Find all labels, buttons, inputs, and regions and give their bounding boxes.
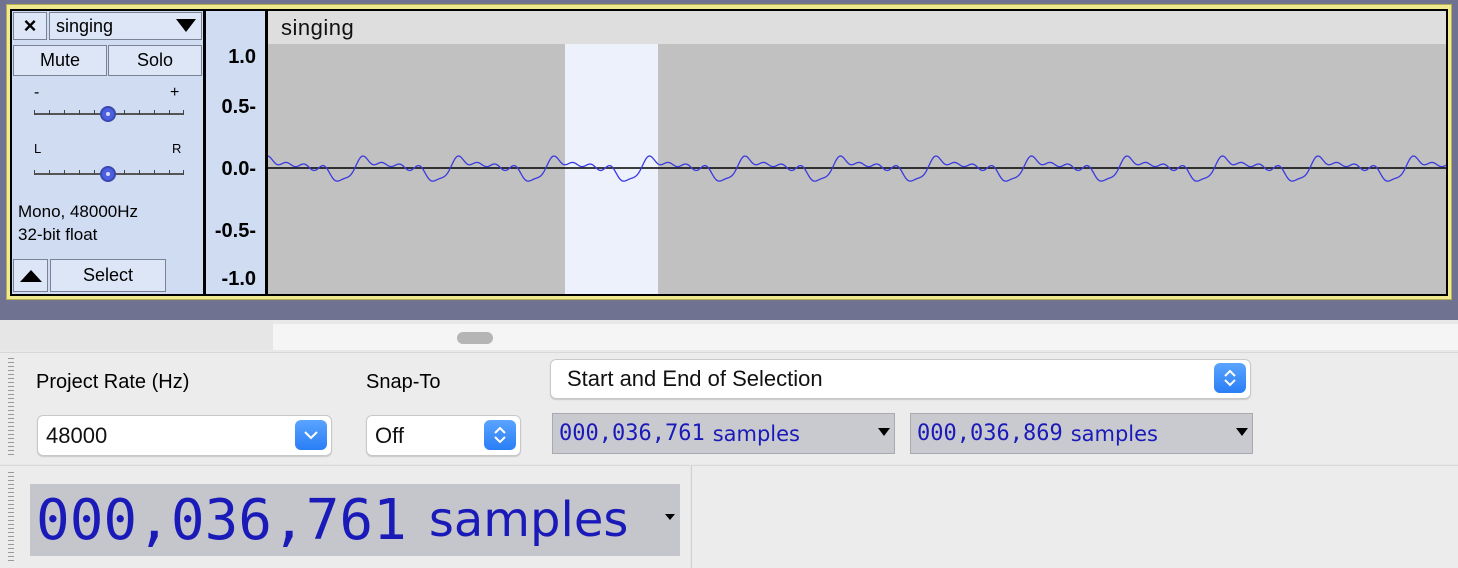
track-name: singing	[56, 15, 114, 36]
triangle-down-icon	[665, 514, 675, 520]
track-sample-format: 32-bit float	[18, 225, 98, 244]
selection-mode-select[interactable]: Start and End of Selection	[550, 359, 1251, 399]
track-format-info: Mono, 48000Hz	[18, 202, 139, 221]
vruler-label-half: 0.5-	[221, 96, 256, 118]
close-icon: ×	[23, 13, 37, 38]
horizontal-scrollbar[interactable]	[273, 324, 1458, 350]
audio-position-unit: samples	[428, 492, 629, 548]
toolbar-grip[interactable]	[8, 472, 14, 562]
vruler-label-top: 1.0	[228, 46, 256, 68]
selection-start-time[interactable]: 000,036,761 samples	[552, 413, 895, 454]
waveform-area[interactable]	[268, 44, 1446, 294]
track-area-gutter	[0, 320, 273, 350]
snap-to-value: Off	[375, 422, 404, 448]
toolbar-grip[interactable]	[8, 358, 14, 458]
horizontal-scrollbar-thumb[interactable]	[457, 332, 493, 344]
clip-title-bar[interactable]	[268, 11, 1446, 44]
vruler-label-bottom: -1.0	[221, 268, 256, 290]
snap-to-label: Snap-To	[366, 371, 441, 393]
selection-start-unit: samples	[712, 421, 800, 446]
pan-left-label: L	[34, 141, 42, 156]
waveform	[268, 155, 1446, 182]
selection-end-digits: 000,036,869	[917, 421, 1063, 446]
triangle-down-icon[interactable]	[1236, 428, 1248, 436]
chevron-down-icon	[295, 420, 327, 450]
pan-slider-thumb[interactable]	[100, 166, 116, 182]
audio-position-digits: 000,036,761	[36, 487, 407, 553]
gain-minus-label: -	[34, 84, 40, 101]
selection-end-unit: samples	[1070, 421, 1158, 446]
project-rate-value: 48000	[46, 422, 108, 448]
pan-right-label: R	[172, 141, 182, 156]
selection-end-time[interactable]: 000,036,869 samples	[910, 413, 1253, 454]
project-rate-select[interactable]: 48000	[37, 415, 332, 456]
project-rate-label: Project Rate (Hz)	[36, 371, 190, 393]
vruler-label-neg-half: -0.5-	[214, 220, 256, 242]
up-down-chevron-icon	[484, 420, 516, 450]
vruler-label-zero: 0.0-	[221, 158, 256, 180]
triangle-down-icon	[176, 19, 196, 32]
selection-region[interactable]	[565, 44, 658, 294]
audio-position-display[interactable]: 000,036,761 samples	[30, 484, 680, 556]
clip-title: singing	[281, 15, 355, 40]
snap-to-select[interactable]: Off	[366, 415, 521, 456]
selection-mode-value: Start and End of Selection	[567, 366, 823, 391]
track-close-button[interactable]: ×	[13, 12, 47, 40]
up-down-chevron-icon	[1214, 363, 1246, 393]
select-track-button[interactable]: Select	[50, 259, 166, 292]
solo-button[interactable]: Solo	[108, 45, 202, 76]
vertical-ruler	[204, 11, 266, 294]
selection-start-digits: 000,036,761	[559, 421, 705, 446]
triangle-up-icon	[19, 269, 42, 282]
triangle-down-icon[interactable]	[878, 428, 890, 436]
gain-slider-thumb[interactable]	[100, 106, 116, 122]
mute-button[interactable]: Mute	[13, 45, 107, 76]
empty-toolbar-area	[691, 465, 1458, 568]
track-name-dropdown[interactable]: singing	[49, 12, 202, 40]
collapse-track-button[interactable]	[13, 259, 48, 292]
gain-plus-label: +	[170, 84, 180, 101]
time-format-dropdown[interactable]	[661, 484, 680, 556]
